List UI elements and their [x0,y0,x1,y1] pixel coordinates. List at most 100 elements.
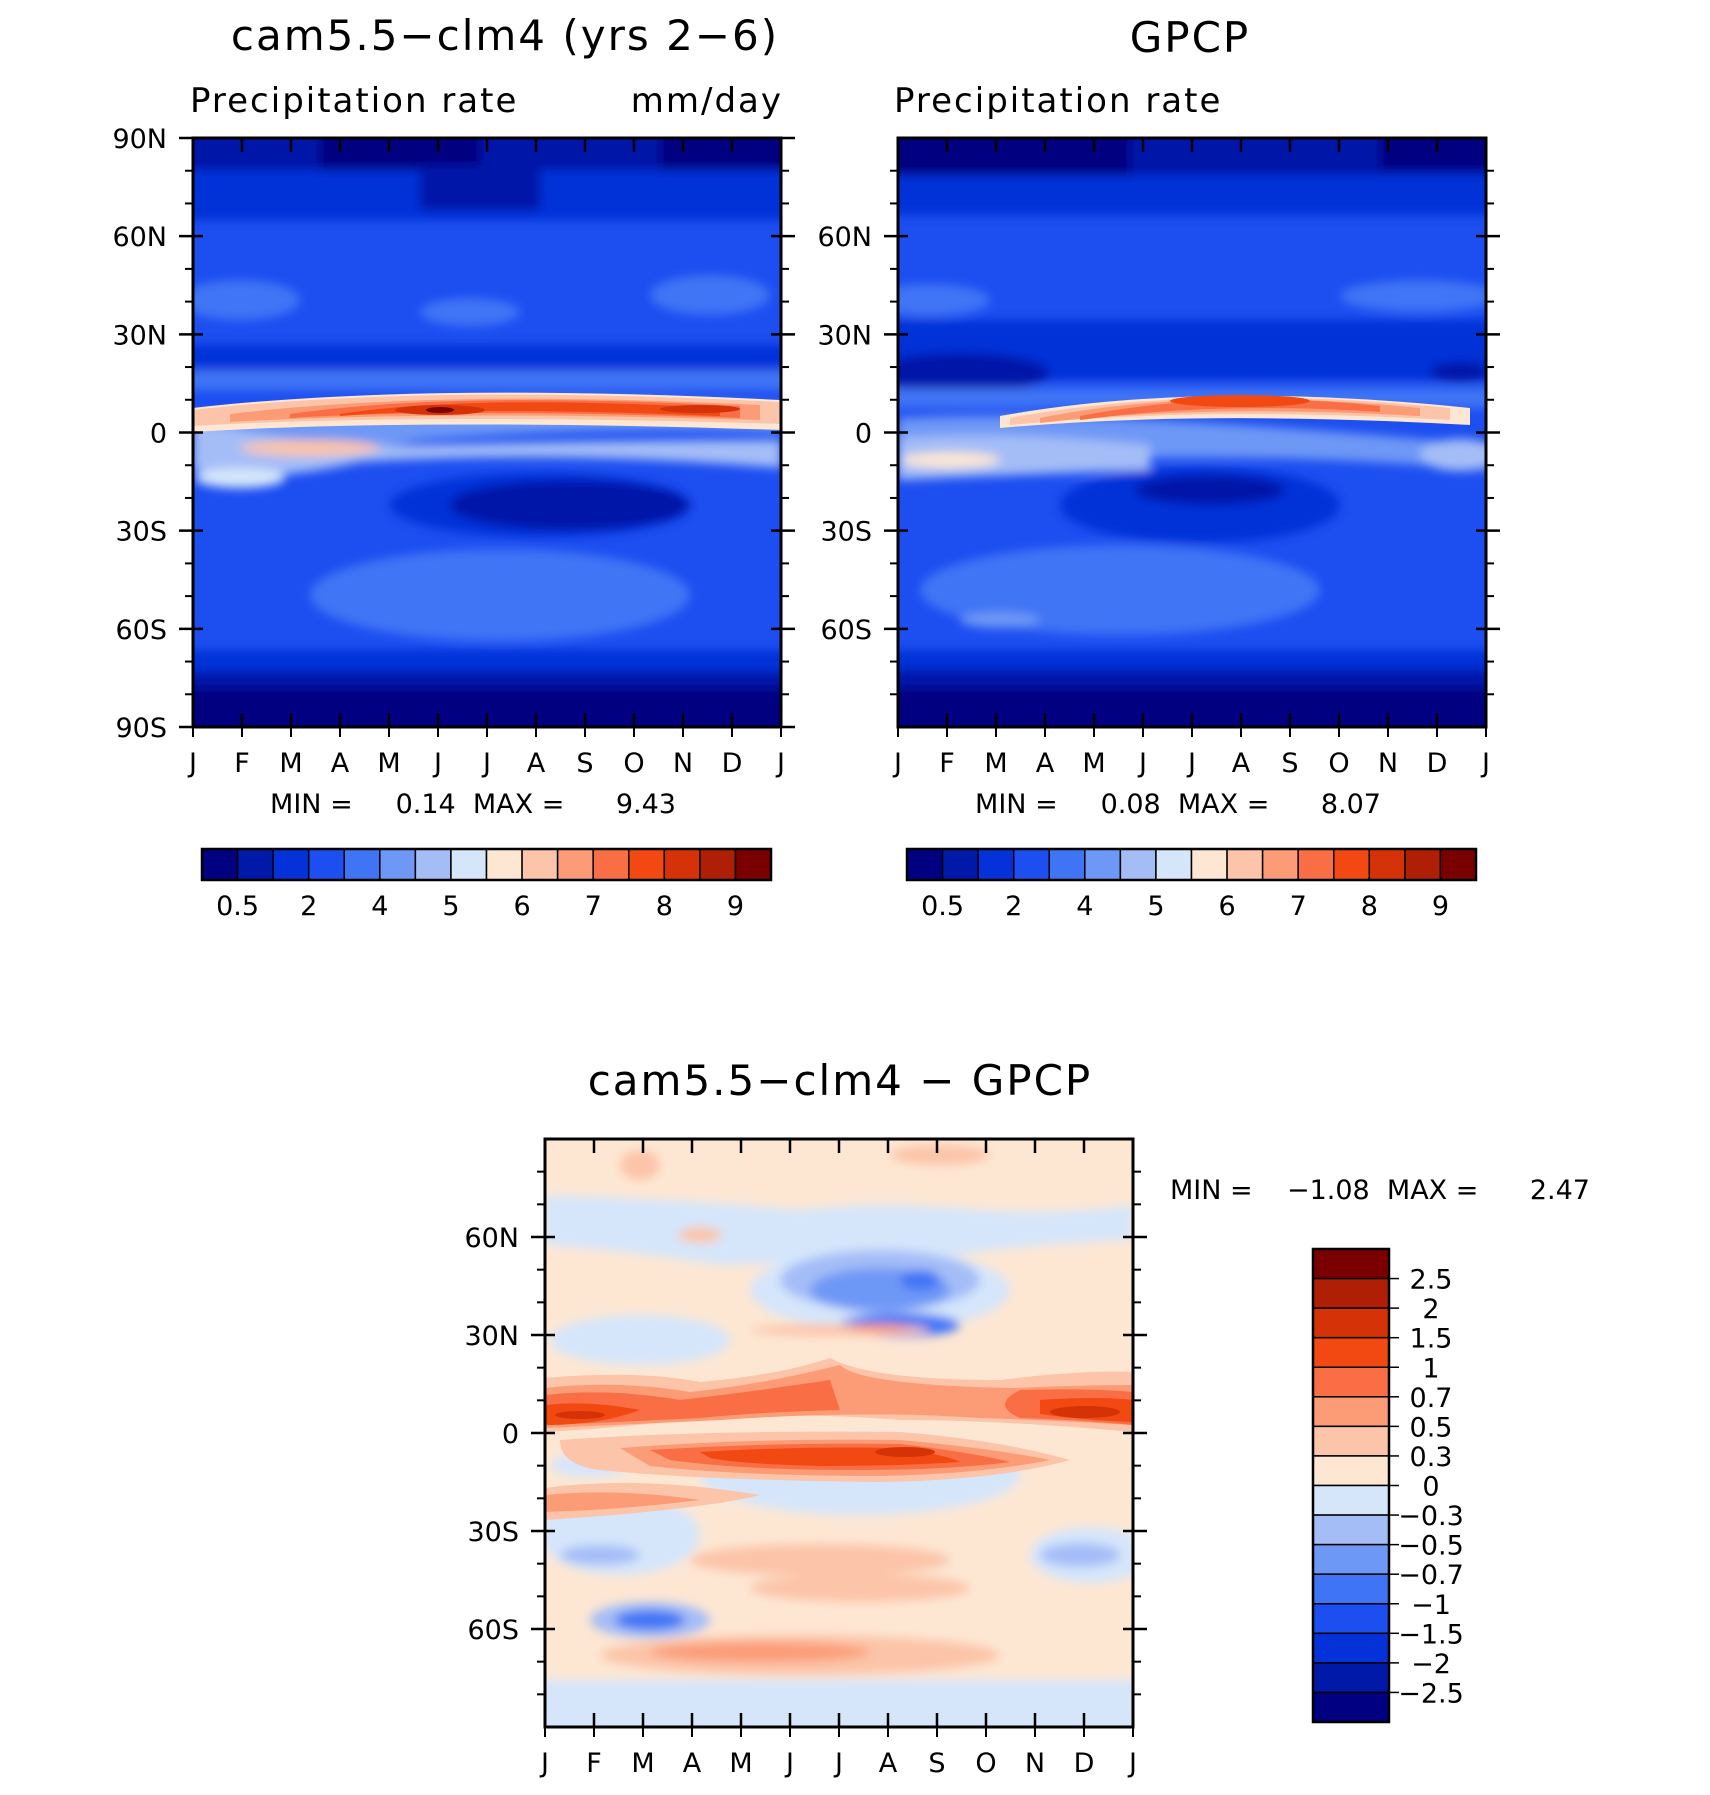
model-contour-field [193,138,781,727]
colorbar-swatch [1119,848,1157,881]
colorbar-label: −1.5 [1398,1619,1464,1650]
x-tick-label: D [1074,1748,1095,1779]
colorbar-label: −1 [1411,1590,1451,1621]
x-tick-label: A [879,1748,898,1779]
colorbar-swatch [1155,848,1193,881]
y-tick-label: 60S [468,1615,520,1646]
colorbar-label: 4 [371,891,388,922]
x-tick-label: J [1137,748,1147,779]
colorbar-swatch [1190,848,1228,881]
colorbar-swatch [941,848,979,881]
colorbar-swatch [1012,848,1050,881]
gpcp-title: GPCP [1130,13,1251,62]
y-tick-label: 30S [116,517,168,548]
colorbar-swatch [977,848,1015,881]
x-tick-label: D [1427,748,1448,779]
x-tick-label: A [331,748,350,779]
x-tick-label: F [939,748,955,779]
colorbar-swatch [1439,848,1477,881]
colorbar-swatch [1312,1277,1390,1309]
gpcp-left-string: Precipitation rate [894,81,1222,121]
x-tick-label: S [1281,748,1298,779]
colorbar-swatch [556,848,594,881]
colorbar-swatch [1312,1632,1390,1664]
x-tick-label: J [784,1748,794,1779]
y-tick-label: 60S [821,615,873,646]
gpcp-contour-field [898,138,1486,727]
gpcp-colorbar: 0.5 2 4 5 6 7 8 9 [905,847,1478,922]
x-tick-label: J [539,1748,549,1779]
y-tick-label: 30N [464,1321,519,1352]
x-tick-label: O [623,748,644,779]
colorbar-swatch [1312,1543,1390,1575]
model-axis-ticks [179,136,795,737]
y-tick-label: 30S [821,517,873,548]
x-tick-label: J [833,1748,843,1779]
colorbar-swatch [414,848,452,881]
colorbar-label: 4 [1076,891,1093,922]
colorbar-label: 9 [727,891,744,922]
colorbar-swatch [307,848,345,881]
difference-min-max: MIN = −1.08 MAX = 2.47 [1170,1175,1590,1206]
colorbar-swatch [1368,848,1406,881]
colorbar-swatch [1404,848,1442,881]
y-tick-label: 30N [817,320,872,351]
x-tick-label: S [928,1748,945,1779]
colorbar-swatch [379,848,417,881]
x-tick-label: N [1378,748,1398,779]
x-tick-label: A [683,1748,702,1779]
model-panel: cam5.5−clm4 (yrs 2−6) Precipitation rate… [112,11,795,922]
x-tick-label: J [1480,748,1490,779]
x-tick-label: A [527,748,546,779]
x-tick-label: J [1186,748,1196,779]
colorbar-label: 5 [442,891,459,922]
colorbar-swatch [1312,1662,1390,1694]
model-units: mm/day [631,81,783,121]
colorbar-label: 0.5 [216,891,259,922]
colorbar-label: 0.3 [1410,1442,1453,1473]
difference-title: cam5.5−clm4 − GPCP [588,1056,1093,1105]
colorbar-label: 5 [1147,891,1164,922]
x-tick-label: J [1127,1748,1137,1779]
gpcp-min-max: MIN = 0.08 MAX = 8.07 [975,789,1381,820]
x-tick-label: M [377,748,400,779]
colorbar-swatch [1312,1366,1390,1398]
x-tick-label: N [673,748,693,779]
x-tick-label: M [984,748,1007,779]
y-tick-label: 30S [468,1517,520,1548]
colorbar-label: −0.3 [1398,1501,1464,1532]
colorbar-swatch [1226,848,1264,881]
x-tick-label: A [1232,748,1251,779]
colorbar-swatch [201,848,239,881]
colorbar-swatch [1312,1484,1390,1516]
x-tick-label: O [975,1748,996,1779]
colorbar-label: 2 [300,891,317,922]
colorbar-label: −0.5 [1398,1531,1464,1562]
colorbar-swatch [1312,1307,1390,1339]
x-tick-label: M [631,1748,654,1779]
colorbar-label: 2 [1005,891,1022,922]
y-tick-label: 30N [112,320,167,351]
colorbar-label: −2 [1411,1649,1451,1680]
colorbar-swatch [734,848,772,881]
colorbar-label: 1 [1422,1353,1439,1384]
y-tick-label: 0 [855,419,872,450]
colorbar-label: 0.7 [1410,1383,1453,1414]
colorbar-swatch [1312,1603,1390,1635]
colorbar-swatch [272,848,310,881]
colorbar-swatch [1261,848,1299,881]
model-colorbar: 0.5 2 4 5 6 7 8 9 [200,847,773,922]
x-tick-label: N [1025,1748,1045,1779]
colorbar-swatch [1312,1396,1390,1428]
x-tick-label: D [722,748,743,779]
colorbar-label: 0.5 [921,891,964,922]
colorbar-swatch [450,848,488,881]
x-tick-label: M [1082,748,1105,779]
colorbar-label: −2.5 [1398,1678,1464,1709]
model-left-string: Precipitation rate [190,81,518,121]
colorbar-label: 0 [1422,1472,1439,1503]
difference-colorbar: 2.521.510.70.50.30−0.3−0.5−0.7−1−1.5−2−2… [1311,1247,1464,1724]
colorbar-frame [905,847,1478,882]
